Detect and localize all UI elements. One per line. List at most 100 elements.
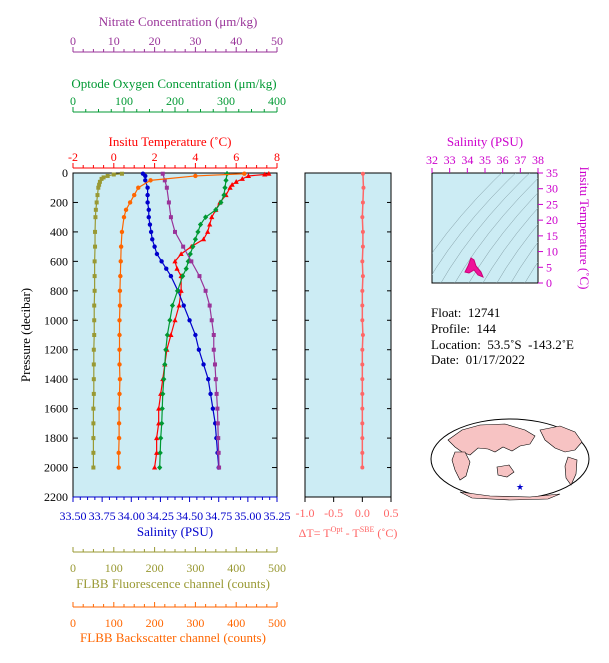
nitrate-point bbox=[217, 465, 222, 470]
temperature-tick-label: 6 bbox=[233, 150, 239, 164]
oxygen-point bbox=[190, 243, 196, 250]
density-contour bbox=[432, 173, 516, 275]
profile-number: Profile: 144 bbox=[431, 321, 496, 336]
backscatter-point bbox=[117, 391, 122, 397]
backscatter-point bbox=[123, 207, 129, 213]
oxygen-point bbox=[213, 207, 219, 213]
fluorescence-point bbox=[93, 229, 98, 234]
fluorescence-point bbox=[92, 333, 97, 337]
oxygen-tick-label: 200 bbox=[166, 94, 184, 108]
salinity-point bbox=[146, 207, 151, 213]
salinity-tick-label: 33.75 bbox=[89, 509, 116, 523]
ts-x-tick-label: 32 bbox=[426, 153, 438, 167]
oxygen-point bbox=[180, 273, 186, 279]
ts-y-axis-label: Insitu Temperature (˚C) bbox=[577, 166, 592, 289]
nitrate-point bbox=[214, 391, 219, 396]
backscatter-point bbox=[116, 450, 121, 456]
fluorescence-tick-label: 100 bbox=[105, 561, 123, 575]
temperature-point bbox=[266, 170, 272, 176]
backscatter-point bbox=[127, 200, 133, 205]
fluorescence-point bbox=[92, 288, 97, 293]
salinity-point bbox=[210, 406, 216, 411]
ts-x-tick-label: 35 bbox=[479, 153, 491, 167]
backscatter-point bbox=[117, 332, 122, 338]
temperature-tick-label: 8 bbox=[274, 150, 280, 164]
temperature-point bbox=[205, 229, 211, 234]
delta-t-point bbox=[360, 215, 365, 220]
delta-t-point bbox=[360, 288, 365, 293]
ts-y-tick-label: 10 bbox=[546, 245, 558, 259]
fluorescence-point bbox=[97, 182, 102, 187]
oxygen-point bbox=[163, 346, 169, 353]
fluorescence-point bbox=[99, 176, 104, 181]
fluorescence-point bbox=[91, 421, 96, 426]
nitrate-line bbox=[162, 173, 220, 468]
temperature-point bbox=[172, 317, 178, 323]
temperature-point bbox=[154, 450, 160, 455]
fluorescence-point bbox=[93, 207, 98, 212]
ts-diagram: Salinity (PSU) 32 33 34 35 36 37 3805101520253… bbox=[426, 134, 592, 290]
delta-t-point bbox=[360, 244, 365, 249]
ts-y-tick-label: 30 bbox=[546, 182, 558, 196]
density-contour bbox=[482, 207, 538, 283]
delta-t-point bbox=[360, 171, 365, 176]
oxygen-point bbox=[169, 302, 176, 309]
salinity-tick-label: 35.00 bbox=[234, 509, 261, 523]
backscatter-point bbox=[116, 435, 122, 441]
oxygen-point bbox=[197, 221, 204, 228]
oxygen-point bbox=[159, 405, 165, 412]
delta-t-point bbox=[360, 259, 365, 264]
nitrate-tick-label: 40 bbox=[230, 34, 242, 48]
salinity-point bbox=[164, 266, 169, 271]
fluorescence-point bbox=[97, 179, 102, 184]
salinity-tick-label: 34.25 bbox=[147, 509, 174, 523]
nitrate-point bbox=[215, 421, 220, 426]
delta-t-point bbox=[360, 377, 365, 382]
nitrate-point bbox=[162, 178, 167, 183]
oxygen-point bbox=[183, 265, 189, 272]
backscatter-point bbox=[121, 214, 127, 220]
fluorescence-tick-label: 400 bbox=[227, 561, 245, 575]
world-map: ★ bbox=[430, 418, 590, 501]
density-contour bbox=[432, 173, 502, 254]
fluorescence-point bbox=[111, 172, 116, 177]
fluorescence-point bbox=[91, 391, 96, 396]
backscatter-point bbox=[116, 465, 121, 470]
backscatter-tick-label: 300 bbox=[186, 616, 204, 630]
backscatter-point bbox=[118, 259, 123, 264]
nitrate-point bbox=[166, 200, 171, 205]
nitrate-point bbox=[216, 436, 221, 441]
oxygen-point bbox=[192, 236, 198, 243]
delta-t-point bbox=[360, 450, 365, 455]
fluorescence-point bbox=[91, 347, 96, 352]
pressure-tick-label: 800 bbox=[50, 284, 68, 298]
nitrate-tick-label: 0 bbox=[70, 34, 76, 48]
temperature-axis-label: Insitu Temperature (˚C) bbox=[108, 134, 231, 149]
delta-t-point bbox=[360, 274, 365, 279]
delta-t-point bbox=[360, 465, 365, 470]
ts-y-tick-label: 25 bbox=[546, 197, 558, 211]
fluorescence-point bbox=[91, 465, 96, 470]
nitrate-point bbox=[203, 288, 208, 293]
backscatter-tick-label: 400 bbox=[227, 616, 245, 630]
ts-y-tick-label: 5 bbox=[546, 260, 552, 274]
oxygen-point bbox=[218, 199, 224, 206]
fluorescence-axis-label: FLBB Fluorescence channel (counts) bbox=[76, 576, 270, 591]
delta-t-series bbox=[360, 171, 366, 470]
oxygen-axis-label: Optode Oxygen Concentration (μm/kg) bbox=[71, 76, 276, 91]
salinity-point bbox=[145, 192, 150, 198]
ts-x-axis-label: Salinity (PSU) bbox=[447, 134, 523, 149]
temperature-tick-label: -2 bbox=[68, 150, 78, 164]
nitrate-point bbox=[215, 406, 220, 411]
backscatter-point bbox=[117, 362, 122, 367]
temperature-point bbox=[227, 184, 233, 190]
delta-t-tick-label: 0.5 bbox=[384, 506, 399, 520]
backscatter-point bbox=[136, 185, 141, 190]
nitrate-tick-label: 20 bbox=[149, 34, 161, 48]
float-location-marker: ★ bbox=[516, 482, 524, 492]
ts-x-tick-label: 37 bbox=[514, 153, 526, 167]
salinity-axis-label: Salinity (PSU) bbox=[137, 524, 213, 539]
temperature-point bbox=[239, 176, 245, 181]
salinity-point bbox=[143, 173, 148, 179]
